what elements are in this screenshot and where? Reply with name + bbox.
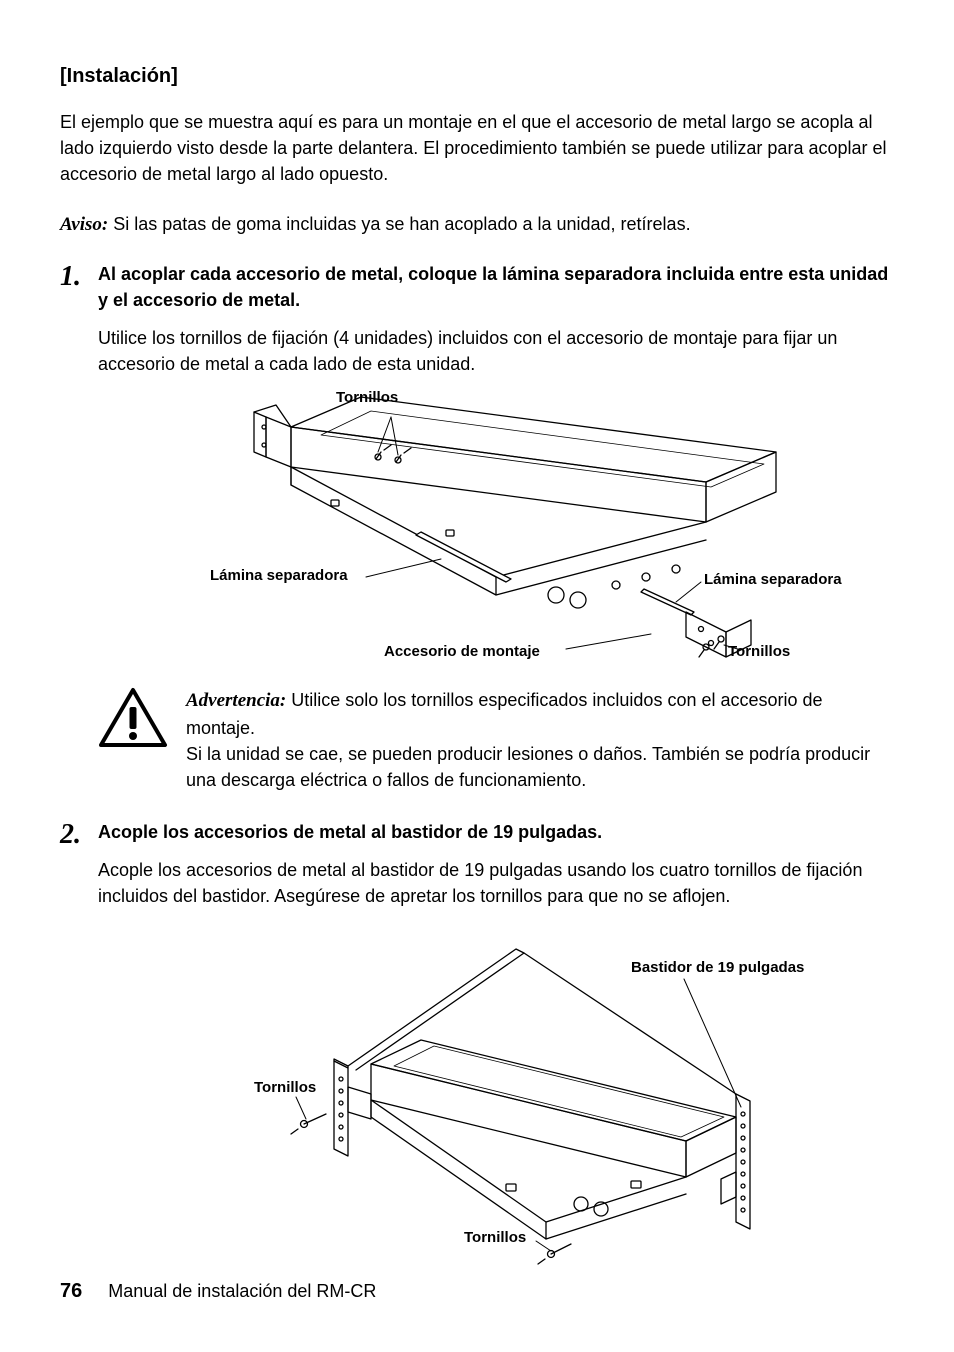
figure-1-svg — [146, 387, 846, 667]
aviso-text: Si las patas de goma incluidas ya se han… — [108, 214, 690, 234]
aviso-label: Aviso: — [60, 214, 108, 235]
warning-icon — [98, 687, 168, 749]
fig1-label-lamina-right: Lámina separadora — [704, 569, 842, 591]
step-1: 1. Al acoplar cada accesorio de metal, c… — [60, 261, 894, 679]
fig2-label-tornillos-bottom: Tornillos — [464, 1227, 526, 1249]
step-1-desc: Utilice los tornillos de fijación (4 uni… — [98, 325, 894, 377]
page-footer: 76 Manual de instalación del RM-CR — [60, 1277, 376, 1306]
intro-paragraph: El ejemplo que se muestra aquí es para u… — [60, 109, 894, 187]
warning-line1: Advertencia: Utilice solo los tornillos … — [186, 687, 894, 741]
step-2-title: Acople los accesorios de metal al bastid… — [98, 819, 894, 845]
step-2: 2. Acople los accesorios de metal al bas… — [60, 819, 894, 1281]
page-number: 76 — [60, 1280, 82, 1302]
fig2-label-bastidor: Bastidor de 19 pulgadas — [631, 957, 804, 979]
aviso-row: Aviso: Si las patas de goma incluidas ya… — [60, 211, 894, 239]
fig2-label-tornillos-left: Tornillos — [254, 1077, 316, 1099]
warning-line2: Si la unidad se cae, se pueden producir … — [186, 741, 894, 793]
fig1-label-lamina-left: Lámina separadora — [210, 565, 348, 587]
warning-block: Advertencia: Utilice solo los tornillos … — [98, 687, 894, 793]
doc-title: Manual de instalación del RM-CR — [108, 1281, 376, 1301]
step-1-number: 1. — [60, 261, 98, 679]
step-2-desc: Acople los accesorios de metal al bastid… — [98, 857, 894, 909]
figure-2: Bastidor de 19 pulgadas Tornillos Tornil… — [176, 919, 816, 1269]
fig1-label-tornillos-top: Tornillos — [336, 387, 398, 409]
fig1-label-tornillos-bottom: Tornillos — [728, 641, 790, 663]
warning-label: Advertencia: — [186, 690, 286, 711]
figure-1: Tornillos Lámina separadora Lámina separ… — [146, 387, 846, 667]
step-1-title: Al acoplar cada accesorio de metal, colo… — [98, 261, 894, 313]
section-heading: [Instalación] — [60, 62, 894, 91]
fig1-label-accesorio: Accesorio de montaje — [384, 641, 540, 663]
step-2-number: 2. — [60, 819, 98, 1281]
